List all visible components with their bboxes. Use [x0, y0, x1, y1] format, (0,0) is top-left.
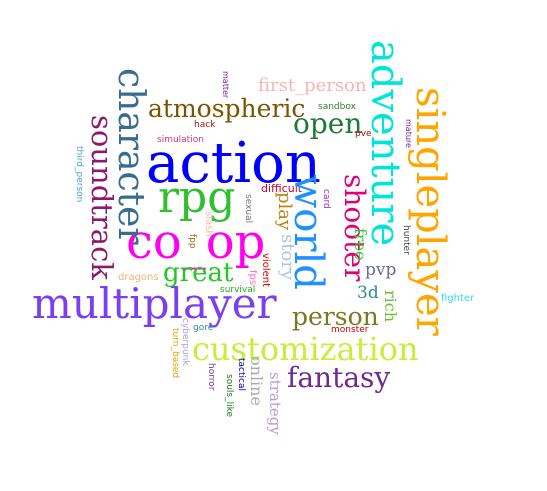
word-first_person: first_person [258, 75, 367, 96]
word-soundtrack: soundtrack [85, 115, 119, 280]
word-co_op: co_op [126, 214, 266, 270]
word-fantasy: fantasy [287, 361, 391, 394]
word-turn_based: turn_based [170, 328, 180, 379]
word-open: open [293, 107, 363, 140]
word-fighter: fighter [441, 293, 475, 304]
word-singleplayer: singleplayer [407, 87, 453, 336]
word-mature: mature [404, 119, 413, 148]
word-survival: survival [220, 285, 256, 295]
word-hunter: hunter [401, 225, 411, 255]
word-action: action [146, 131, 321, 196]
word-free: free [351, 228, 370, 261]
word-hack: hack [194, 120, 216, 130]
word-adventure: adventure [362, 40, 408, 247]
word-simulation: simulation [157, 135, 204, 145]
word-customization: customization [192, 330, 419, 368]
word-gore: gore [193, 323, 214, 333]
word-matter: matter [221, 71, 230, 99]
word-person: person [292, 302, 379, 331]
word-slash: slash [203, 211, 214, 237]
word-cyberpunk: cyberpunk [180, 318, 190, 366]
word-difficult: difficult [261, 182, 303, 195]
word-horror: horror [206, 363, 216, 391]
word-pve: pve [355, 129, 372, 139]
word-sandbox: sandbox [318, 102, 356, 112]
word-story: story [277, 234, 298, 281]
word-card: card [321, 189, 331, 209]
word-rpg: rpg [158, 172, 236, 223]
word-fps: fps [247, 270, 258, 286]
word-souls_like: souls_like [224, 374, 234, 418]
word-violent: violent [260, 253, 271, 288]
word-monster: monster [331, 325, 369, 335]
word-multiplayer: multiplayer [32, 279, 277, 328]
word-strategy: strategy [266, 372, 284, 435]
word-fpp: fpp [187, 234, 197, 249]
word-online: online [247, 356, 266, 406]
word-rich: rich [381, 290, 400, 323]
word-3d: 3d [357, 283, 379, 303]
word-dragons: dragons [118, 272, 159, 283]
word-atmospheric: atmospheric [148, 94, 306, 123]
word-third_person: third_person [74, 146, 84, 203]
word-tactical: tactical [236, 358, 246, 391]
word-play: play [274, 192, 295, 231]
word-great: great [163, 258, 234, 288]
word-pvp: pvp [365, 260, 397, 280]
word-sexual: sexual [243, 194, 253, 224]
